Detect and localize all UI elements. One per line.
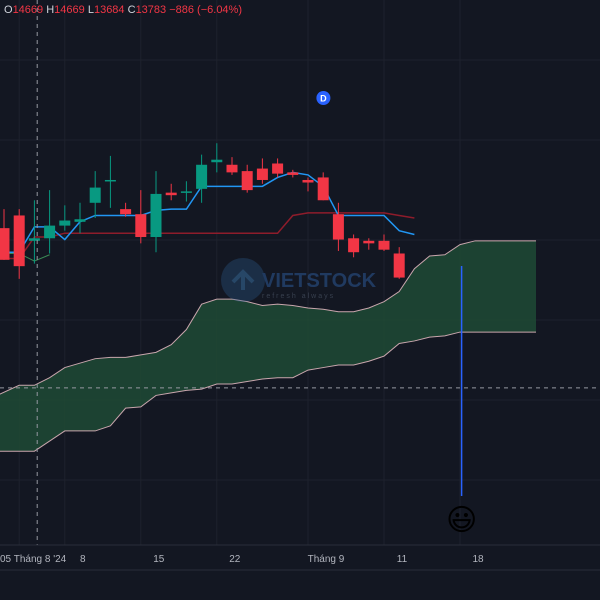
candle	[348, 234, 360, 258]
low-label: L	[87, 4, 94, 16]
candle	[332, 202, 344, 251]
x-tick-label: 05 Tháng 8 '24	[0, 554, 67, 565]
candle	[135, 190, 147, 244]
watermark-logo-icon	[221, 258, 265, 302]
candle	[0, 209, 10, 260]
candle-body	[165, 192, 177, 196]
candle	[393, 247, 405, 279]
candle	[196, 154, 208, 203]
candle	[317, 172, 329, 201]
x-tick-label: 15	[153, 554, 165, 565]
emoji-marker: 😃	[446, 503, 477, 538]
close-label: C	[127, 4, 136, 16]
marker-d-label: D	[320, 94, 327, 104]
ohlc-legend: O14669 H14669 L13684 C13783 −886 (−6.04%…	[4, 4, 242, 16]
chikou-span-line	[4, 252, 50, 262]
senkou-span-b-line	[0, 331, 536, 452]
candles	[0, 143, 405, 279]
low-value: 13684	[93, 4, 125, 16]
candle-body	[104, 179, 116, 182]
candle-body	[241, 171, 253, 191]
candle-body	[378, 240, 390, 250]
candle-body	[89, 187, 101, 203]
open-value: 14669	[12, 4, 44, 16]
close-value: 13783	[135, 4, 167, 16]
candle	[165, 183, 177, 201]
candle-body	[317, 177, 329, 201]
x-tick-label: 22	[229, 554, 241, 565]
candle	[44, 190, 56, 254]
candle	[256, 158, 268, 184]
candle	[226, 157, 238, 175]
candle-body	[13, 215, 25, 267]
candle-body	[302, 179, 314, 183]
candle	[59, 205, 71, 231]
candle	[150, 171, 162, 253]
candle-body	[363, 240, 375, 244]
x-axis: 05 Tháng 8 '24 8 15 22 Tháng 9 11 18	[0, 544, 600, 600]
candle	[13, 209, 25, 279]
kijun-sen-line	[4, 212, 415, 260]
x-tick-label: 8	[80, 554, 86, 565]
tenkan-sen-line	[4, 171, 415, 253]
candle	[378, 234, 390, 251]
watermark-brand: VIETSTOCK	[262, 270, 377, 292]
candle-body	[28, 238, 40, 241]
candle-body	[256, 168, 268, 180]
candle-body	[226, 164, 238, 173]
candle	[363, 238, 375, 250]
candle-body	[393, 253, 405, 278]
x-tick-label: Tháng 9	[308, 554, 345, 565]
watermark: VIETSTOCK refresh always	[221, 258, 377, 302]
candle-body	[74, 219, 86, 222]
candle	[74, 202, 86, 234]
candle	[272, 158, 284, 178]
change-value: −886 (−6.04%)	[169, 4, 242, 16]
candle-body	[135, 214, 147, 238]
candle-body	[196, 164, 208, 189]
senkou-span-a-line	[0, 240, 536, 395]
x-axis-background	[0, 545, 600, 600]
candle	[28, 200, 40, 264]
candle	[89, 171, 101, 218]
candle-body	[120, 209, 132, 215]
watermark-tagline: refresh always	[262, 293, 335, 300]
cloud-fill	[0, 240, 536, 452]
candle-body	[59, 220, 71, 226]
high-value: 14669	[54, 4, 85, 16]
candle-body	[44, 225, 56, 239]
candle-body	[211, 159, 223, 163]
candle	[180, 181, 192, 202]
x-tick-label: 11	[397, 554, 408, 565]
candle	[120, 202, 132, 217]
annotations: D😃	[0, 0, 600, 545]
candle	[302, 177, 314, 192]
watermark-arrow-icon	[231, 269, 255, 290]
indicator-lines	[4, 171, 415, 262]
candle-body	[150, 193, 162, 238]
open-label: O	[4, 4, 13, 16]
candle-body	[287, 172, 299, 175]
candle	[241, 164, 253, 193]
candle	[287, 169, 299, 178]
candle-body	[332, 214, 344, 240]
x-tick-label: 18	[472, 554, 484, 565]
marker-d-badge	[316, 91, 331, 105]
candle	[104, 155, 116, 208]
high-label: H	[46, 4, 55, 16]
ichimoku-cloud	[0, 240, 536, 452]
candle-body	[272, 163, 284, 174]
candle	[211, 143, 223, 173]
candle-body	[0, 228, 10, 260]
candle-body	[180, 191, 192, 193]
candle-body	[348, 238, 360, 253]
